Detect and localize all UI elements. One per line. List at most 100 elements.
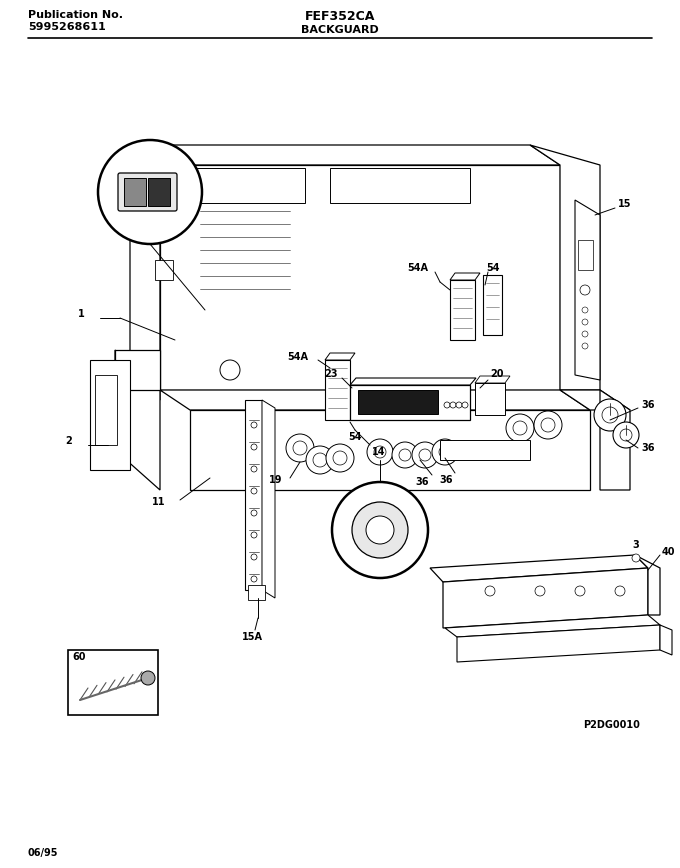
Text: 60: 60	[72, 652, 86, 662]
Polygon shape	[530, 145, 600, 390]
Circle shape	[251, 532, 257, 538]
Text: 54: 54	[348, 432, 362, 442]
Bar	[95, 375, 117, 445]
Polygon shape	[600, 390, 630, 490]
Polygon shape	[160, 165, 560, 390]
Circle shape	[456, 402, 462, 408]
Circle shape	[141, 671, 155, 685]
Polygon shape	[130, 145, 160, 400]
Circle shape	[399, 449, 411, 461]
Polygon shape	[245, 400, 262, 590]
Circle shape	[620, 429, 632, 441]
Circle shape	[251, 554, 257, 560]
Polygon shape	[450, 273, 480, 280]
Circle shape	[594, 399, 626, 431]
Polygon shape	[130, 145, 560, 165]
Circle shape	[313, 453, 327, 467]
Circle shape	[615, 586, 625, 596]
Text: Publication No.: Publication No.	[28, 10, 123, 20]
Polygon shape	[115, 350, 160, 490]
Circle shape	[450, 402, 456, 408]
Polygon shape	[445, 615, 660, 637]
Circle shape	[293, 441, 307, 455]
Circle shape	[632, 554, 640, 562]
Text: 20: 20	[490, 369, 503, 379]
Circle shape	[333, 451, 347, 465]
Text: 19: 19	[269, 475, 282, 485]
Polygon shape	[483, 275, 502, 335]
Text: P2DG0010: P2DG0010	[583, 720, 640, 730]
Polygon shape	[350, 385, 470, 420]
Text: 48: 48	[373, 490, 387, 500]
Bar	[155, 260, 173, 280]
Polygon shape	[660, 625, 672, 655]
Text: 24: 24	[158, 172, 171, 182]
Bar	[148, 178, 170, 206]
Circle shape	[432, 439, 458, 465]
Polygon shape	[190, 410, 590, 490]
Circle shape	[251, 488, 257, 494]
Bar	[124, 178, 146, 206]
Polygon shape	[450, 280, 475, 340]
Polygon shape	[350, 378, 476, 385]
Circle shape	[580, 285, 590, 295]
Text: FEF352CA: FEF352CA	[305, 10, 375, 23]
Polygon shape	[325, 353, 355, 360]
Circle shape	[251, 444, 257, 450]
Circle shape	[367, 439, 393, 465]
Polygon shape	[457, 625, 660, 662]
Text: BACKGUARD: BACKGUARD	[301, 25, 379, 35]
Circle shape	[582, 343, 588, 349]
Text: 36: 36	[415, 477, 429, 487]
Circle shape	[352, 502, 408, 558]
Circle shape	[251, 466, 257, 472]
Circle shape	[439, 446, 451, 458]
Circle shape	[541, 418, 555, 432]
Text: 15A: 15A	[241, 632, 262, 642]
Circle shape	[251, 576, 257, 582]
Circle shape	[251, 422, 257, 428]
Text: 36: 36	[641, 443, 654, 453]
Circle shape	[506, 414, 534, 442]
Text: 2: 2	[65, 436, 72, 446]
Circle shape	[374, 446, 386, 458]
Circle shape	[462, 402, 468, 408]
Circle shape	[575, 586, 585, 596]
Polygon shape	[560, 390, 630, 410]
Polygon shape	[475, 383, 505, 415]
Polygon shape	[262, 400, 275, 598]
Polygon shape	[248, 585, 265, 600]
Polygon shape	[635, 555, 660, 615]
Bar	[358, 390, 438, 414]
Circle shape	[582, 319, 588, 325]
Bar	[578, 240, 593, 270]
Circle shape	[366, 516, 394, 544]
Text: 14: 14	[372, 447, 386, 457]
Circle shape	[251, 510, 257, 516]
Circle shape	[326, 444, 354, 472]
Circle shape	[332, 482, 428, 578]
Text: 11: 11	[152, 497, 165, 507]
Circle shape	[220, 360, 240, 380]
Circle shape	[392, 442, 418, 468]
Text: 40: 40	[662, 547, 675, 557]
Bar	[440, 440, 530, 460]
Circle shape	[286, 434, 314, 462]
FancyBboxPatch shape	[118, 173, 177, 211]
Circle shape	[613, 422, 639, 448]
Text: 54A: 54A	[287, 352, 308, 362]
Circle shape	[535, 586, 545, 596]
Text: 54A: 54A	[407, 263, 428, 273]
Polygon shape	[443, 568, 648, 628]
Polygon shape	[325, 360, 350, 420]
Text: 5995268611: 5995268611	[28, 22, 106, 32]
Circle shape	[306, 446, 334, 474]
Circle shape	[513, 421, 527, 435]
Circle shape	[582, 331, 588, 337]
Text: 36: 36	[439, 475, 453, 485]
Polygon shape	[160, 390, 590, 410]
Text: 06/95: 06/95	[28, 848, 58, 858]
Bar	[330, 168, 470, 203]
Circle shape	[534, 411, 562, 439]
Circle shape	[419, 449, 431, 461]
